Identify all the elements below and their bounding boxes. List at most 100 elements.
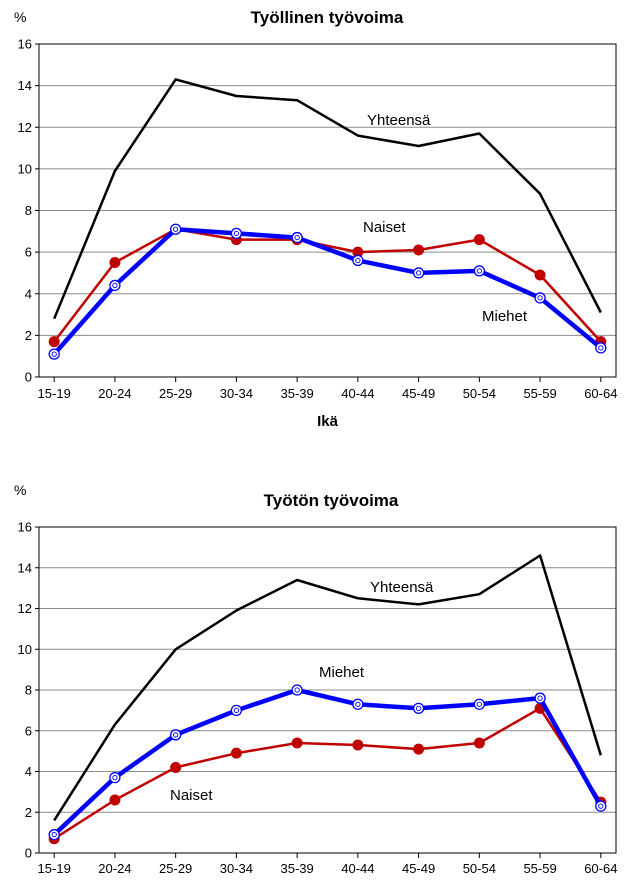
data-point-naiset — [473, 737, 485, 749]
series-line-miehet — [52, 226, 603, 356]
x-tick-label: 45-49 — [402, 861, 435, 876]
series-annotation: Miehet — [482, 308, 528, 325]
y-tick-label: 12 — [18, 120, 32, 135]
x-tick-label: 50-54 — [463, 386, 496, 401]
x-tick-label: 50-54 — [463, 861, 496, 876]
y-tick-label: 2 — [25, 328, 32, 343]
data-point-miehet-inner — [233, 230, 240, 237]
data-point-naiset — [109, 794, 121, 806]
chart-title: Työtön työvoima — [264, 491, 399, 510]
x-tick-label: 35-39 — [281, 386, 314, 401]
y-tick-label: 4 — [25, 764, 32, 779]
plot-area-frame — [38, 526, 617, 854]
y-tick-label: 14 — [18, 560, 32, 575]
data-point-naiset — [170, 761, 182, 773]
data-point-miehet-inner — [51, 351, 57, 357]
y-tick-label: 2 — [25, 805, 32, 820]
y-tick-label: 8 — [25, 203, 32, 218]
data-point-miehet — [595, 342, 607, 354]
data-point-miehet — [473, 698, 485, 710]
data-point-naiset — [352, 739, 364, 751]
data-point-miehet — [230, 704, 243, 717]
data-point-miehet-inner — [112, 774, 118, 781]
x-tick-label: 60-64 — [584, 386, 617, 401]
y-tick-label: 6 — [25, 723, 32, 738]
y-axis-unit-label: % — [14, 9, 26, 25]
y-tick-label: 0 — [25, 846, 32, 861]
data-point-miehet — [230, 227, 243, 240]
data-point-naiset — [413, 743, 425, 755]
series-annotation: Naiset — [363, 219, 406, 236]
data-point-naiset — [48, 336, 60, 348]
x-tick-label: 15-19 — [38, 386, 71, 401]
data-point-naiset — [413, 244, 425, 256]
series-line-miehet — [52, 687, 603, 837]
plot-area-frame — [38, 43, 617, 378]
data-point-miehet — [595, 800, 607, 812]
y-tick-label: 16 — [18, 520, 32, 535]
data-point-miehet-inner — [233, 707, 240, 714]
data-point-miehet-inner — [51, 832, 57, 838]
x-tick-label: 25-29 — [159, 386, 192, 401]
data-point-miehet — [473, 265, 485, 277]
data-point-miehet-inner — [355, 701, 361, 707]
data-point-miehet — [109, 279, 121, 292]
data-point-miehet-inner — [537, 295, 543, 301]
data-point-miehet-inner — [173, 732, 179, 738]
series-line-naiset — [53, 227, 602, 343]
data-point-miehet — [412, 267, 425, 279]
data-point-miehet — [48, 348, 60, 360]
data-point-naiset — [230, 747, 242, 759]
data-point-miehet-inner — [294, 687, 300, 693]
data-point-miehet — [291, 684, 303, 696]
x-tick-label: 35-39 — [281, 861, 314, 876]
data-point-miehet-inner — [112, 282, 118, 289]
data-point-miehet — [291, 231, 303, 244]
data-point-miehet — [109, 771, 121, 784]
x-tick-label: 40-44 — [341, 861, 374, 876]
data-point-miehet — [412, 702, 425, 714]
y-tick-label: 10 — [18, 642, 32, 657]
y-tick-label: 14 — [18, 78, 32, 93]
x-axis-label: Ikä — [317, 413, 339, 430]
chart-panel-unemployed: Työtön työvoima% 0 2 4 6 8 10 12 14 16 15-19 20-24 2… — [14, 482, 617, 876]
data-point-miehet — [352, 698, 364, 710]
x-tick-label: 25-29 — [159, 861, 192, 876]
x-tick-label: 40-44 — [341, 386, 374, 401]
data-point-naiset — [473, 234, 485, 246]
y-tick-label: 8 — [25, 683, 32, 698]
data-point-miehet — [352, 254, 364, 267]
data-point-miehet — [170, 223, 182, 235]
y-tick-label: 0 — [25, 370, 32, 385]
y-tick-label: 10 — [18, 161, 32, 176]
y-tick-label: 4 — [25, 286, 32, 301]
series-annotation: Yhteensä — [370, 579, 434, 596]
x-tick-label: 30-34 — [220, 386, 253, 401]
data-point-miehet-inner — [415, 705, 422, 711]
y-tick-label: 16 — [18, 37, 32, 52]
data-point-miehet-inner — [476, 701, 482, 707]
series-line-naiset — [53, 707, 602, 840]
data-point-naiset — [109, 257, 121, 269]
data-point-naiset — [534, 269, 546, 281]
series-annotation: Naiset — [170, 787, 213, 804]
data-point-miehet-inner — [598, 803, 604, 809]
data-point-miehet — [48, 829, 60, 841]
data-point-miehet-inner — [294, 234, 300, 241]
x-tick-label: 60-64 — [584, 861, 617, 876]
series-line-yhteens — [53, 78, 602, 320]
x-tick-label: 55-59 — [523, 861, 556, 876]
data-point-miehet-inner — [415, 270, 422, 276]
data-point-miehet-inner — [173, 226, 179, 232]
series-line-yhteens — [53, 554, 602, 822]
chart-panel-employed: Työllinen työvoima% 0 2 4 6 8 10 12 14 16 15-19 20-… — [14, 8, 617, 430]
x-tick-label: 55-59 — [523, 386, 556, 401]
chart-title: Työllinen työvoima — [251, 8, 404, 27]
y-tick-label: 6 — [25, 245, 32, 260]
x-tick-label: 15-19 — [38, 861, 71, 876]
data-point-miehet-inner — [598, 345, 604, 351]
x-tick-label: 45-49 — [402, 386, 435, 401]
y-axis-unit-label: % — [14, 482, 26, 498]
data-point-miehet-inner — [476, 268, 482, 274]
